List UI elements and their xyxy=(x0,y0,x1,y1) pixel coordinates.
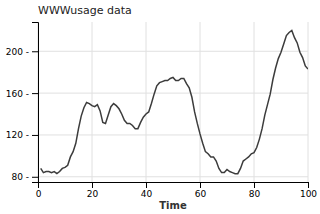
tick: 80 - xyxy=(11,172,38,182)
tick: 20 xyxy=(87,182,99,199)
line xyxy=(41,30,308,173)
tick-label: 100 xyxy=(300,189,317,199)
tick: 160 - xyxy=(6,88,38,98)
grid-line xyxy=(92,22,93,182)
plot: 0 20 40 60 80 100 80 - 120 - 160 - 200 - xyxy=(6,22,318,199)
tick-mark xyxy=(308,182,309,188)
tick-label: 160 - xyxy=(6,88,29,98)
title: WWWusage data xyxy=(38,4,132,17)
tick-label: 80 xyxy=(249,189,261,199)
tick: 200 - xyxy=(6,47,38,57)
tick-mark xyxy=(146,182,147,188)
tick-mark xyxy=(32,93,38,94)
y-axis: 80 - 120 - 160 - 200 - xyxy=(6,23,39,183)
tick-label: 0 xyxy=(36,189,42,199)
tick-mark xyxy=(32,135,38,136)
grid xyxy=(38,22,308,182)
tick-label: 120 - xyxy=(6,130,29,140)
grid-line xyxy=(38,176,308,177)
tick-label: 40 xyxy=(141,189,153,199)
tick: 40 xyxy=(141,182,153,199)
tick-mark xyxy=(32,51,38,52)
tick-mark xyxy=(32,177,38,178)
tick-label: 60 xyxy=(195,189,207,199)
axis-line xyxy=(39,183,309,189)
tick: 120 - xyxy=(6,130,38,140)
tick-mark xyxy=(92,182,93,188)
x-axis: 0 20 40 60 80 100 xyxy=(36,182,318,199)
grid-line xyxy=(38,51,308,52)
grid-line xyxy=(308,22,309,182)
marks xyxy=(41,30,308,173)
tick: 60 xyxy=(195,182,207,199)
grid-line xyxy=(146,22,147,182)
x-axis-title: Time xyxy=(159,200,187,211)
chart: 0 20 40 60 80 100 80 - 120 - 160 - 200 - WWWusage … xyxy=(0,0,320,214)
tick-label: 20 xyxy=(87,189,99,199)
axis-line xyxy=(32,23,39,183)
grid-line xyxy=(38,93,308,94)
grid-line xyxy=(38,134,308,135)
tick: 80 xyxy=(249,182,261,199)
tick-label: 80 - xyxy=(11,172,29,182)
tick-mark xyxy=(254,182,255,188)
tick-label: 200 - xyxy=(6,47,29,57)
tick-mark xyxy=(200,182,201,188)
grid-line xyxy=(200,22,201,182)
tick: 0 xyxy=(36,182,42,199)
grid-line xyxy=(254,22,255,182)
tick: 100 xyxy=(300,182,317,199)
